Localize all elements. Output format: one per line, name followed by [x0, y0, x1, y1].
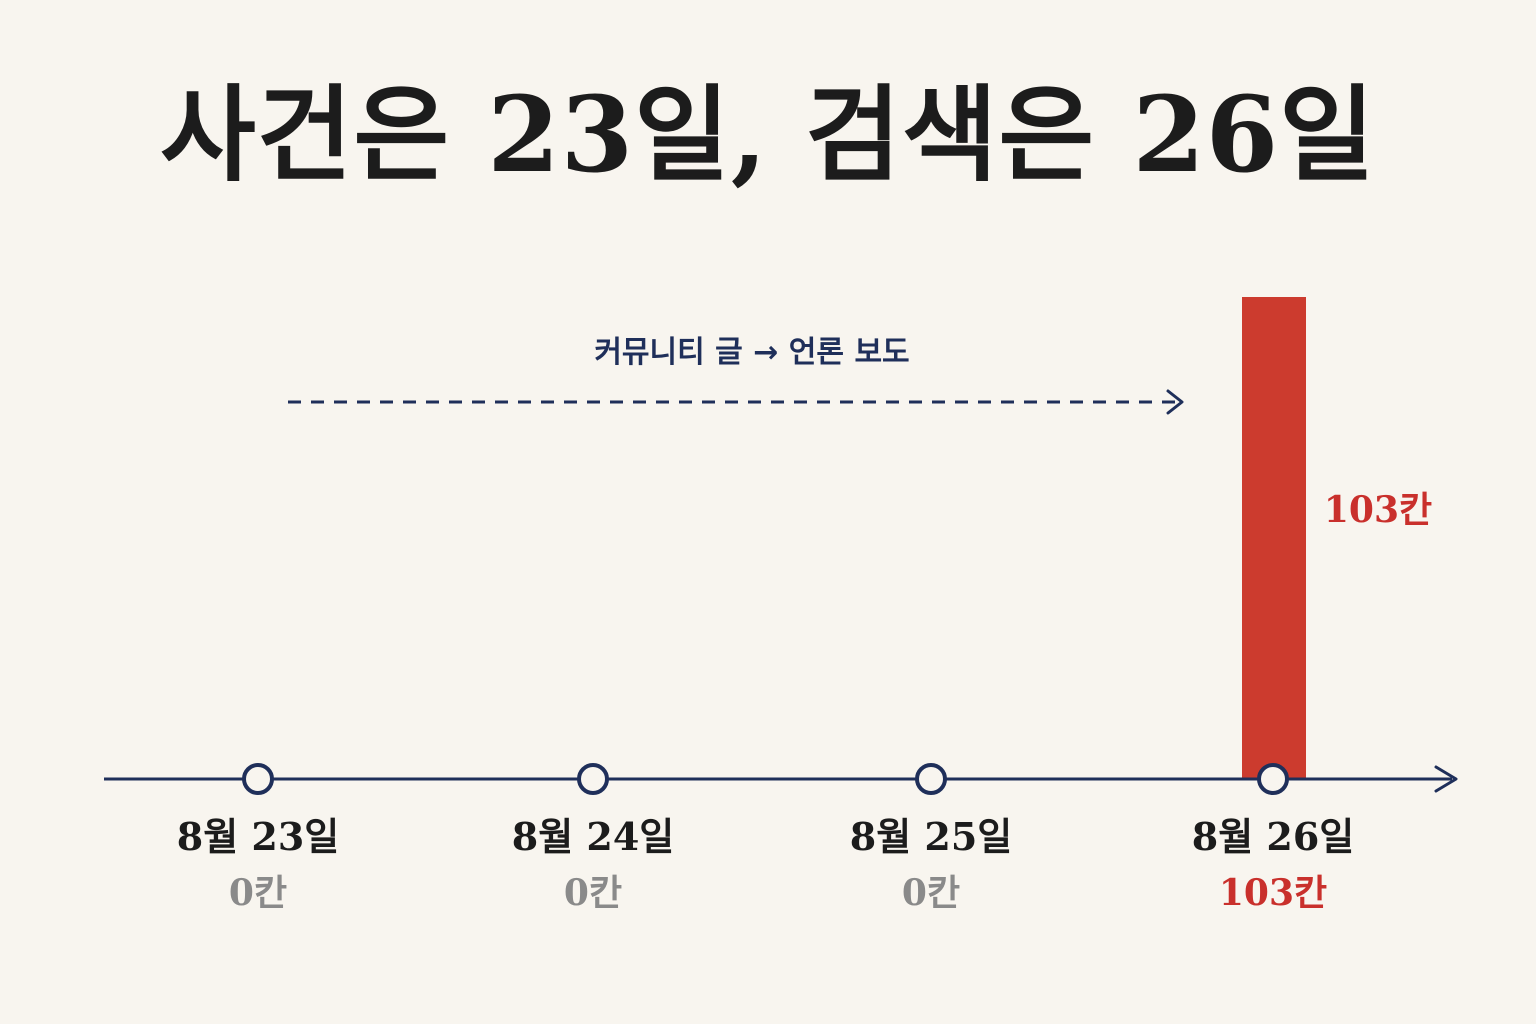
page-title: 사건은 23일, 검색은 26일	[160, 73, 1376, 196]
date-tick-label: 8월 26일	[1192, 814, 1354, 859]
timeline-marker-1	[242, 763, 274, 795]
timeline-marker-2	[577, 763, 609, 795]
date-tick-label: 8월 23일	[177, 814, 339, 859]
markers-group	[242, 763, 1289, 795]
bar-value-label: 103칸	[1324, 489, 1432, 531]
annotation-label: 커뮤니티 글 → 언론 보도	[594, 335, 909, 370]
value-data-label: 0칸	[229, 872, 287, 914]
timeline-arrowhead-icon	[1434, 765, 1458, 793]
annotation-arrow-group: 커뮤니티 글 → 언론 보도	[288, 335, 1184, 415]
timeline-axis-group	[104, 765, 1458, 793]
value-data-label: 103칸	[1219, 872, 1327, 914]
date-tick-label: 8월 24일	[512, 814, 674, 859]
labels-group: 8월 23일 0칸 8월 24일 0칸 8월 25일 0칸 103칸 8월 26일 103칸	[177, 489, 1432, 914]
bars-group	[1242, 297, 1306, 779]
timeline-marker-4	[1257, 763, 1289, 795]
bar-4	[1242, 297, 1306, 779]
annotation-arrowhead-icon	[1166, 389, 1184, 415]
date-tick-label: 8월 25일	[850, 814, 1012, 859]
value-data-label: 0칸	[902, 872, 960, 914]
value-data-label: 0칸	[564, 872, 622, 914]
timeline-marker-3	[915, 763, 947, 795]
